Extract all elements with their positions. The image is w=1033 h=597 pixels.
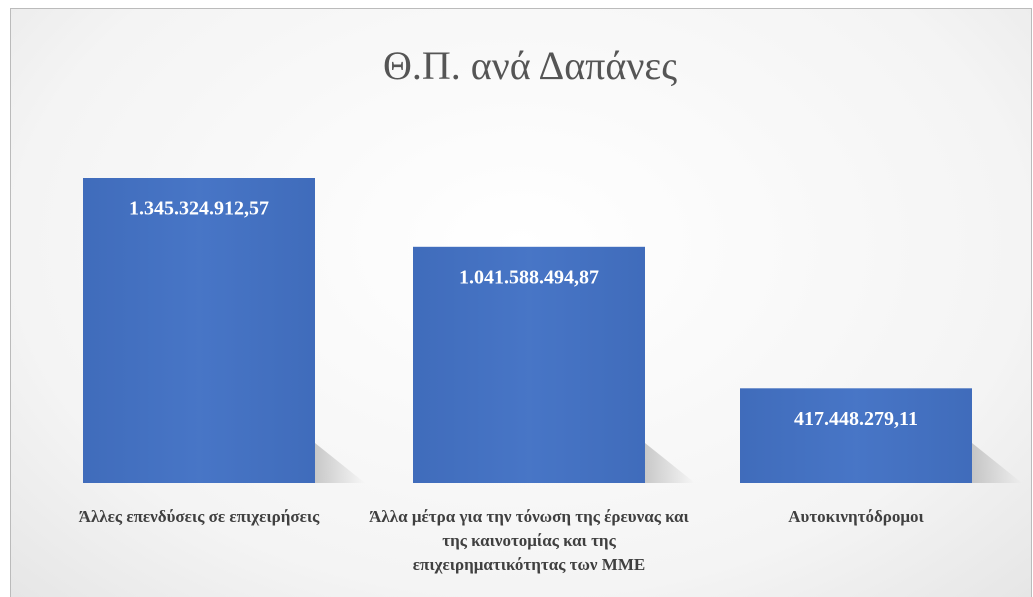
x-tick-label: Αυτοκινητόδρομοι [788,507,924,526]
bar-shadow [645,443,695,483]
value-label: 1.345.324.912,57 [129,198,269,220]
value-label: 1.041.588.494,87 [459,266,599,288]
value-label: 417.448.279,11 [794,408,918,430]
x-tick-label: Άλλες επενδύσεις σε επιχειρήσεις [78,507,320,526]
chart-title: Θ.Π. ανά Δαπάνες [383,43,677,88]
bar-shade [413,246,645,483]
x-tick-label: Άλλα μέτρα για την τόνωση της έρευνας κα… [369,507,689,574]
bar-shade [740,388,972,483]
bar-shadow [972,443,1022,483]
bar-shadow [315,443,365,483]
bar-shade [83,178,315,483]
